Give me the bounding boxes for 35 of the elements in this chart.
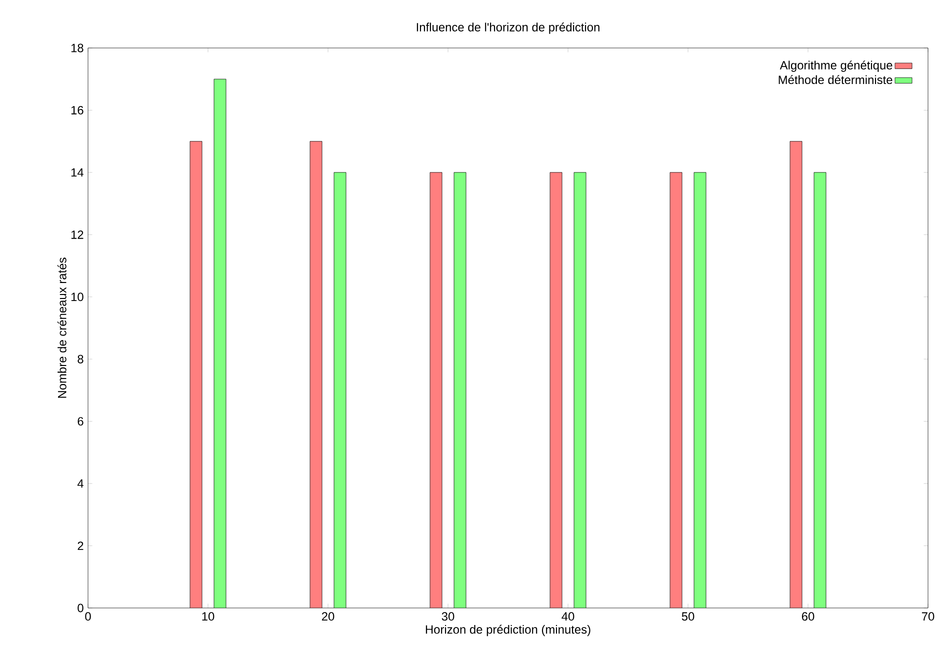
bar (214, 78, 226, 608)
y-tick-label: 8 (78, 354, 84, 364)
y-tick-label: 12 (71, 230, 84, 239)
y-tick-label: 4 (77, 479, 84, 488)
bar (790, 141, 802, 608)
y-tick-label: 0 (78, 604, 84, 612)
x-tick-label: 10 (202, 612, 214, 621)
y-axis-title: Nombre de créneaux ratés (57, 258, 66, 398)
y-tick-label: 2 (78, 542, 84, 550)
x-tick-label: 20 (322, 612, 334, 621)
legend-label: Algorithme génétique (780, 60, 892, 72)
x-axis-title: Horizon de prédiction (minutes) (426, 624, 590, 636)
y-tick-label: 10 (71, 292, 84, 302)
bar (814, 172, 826, 608)
bar (574, 172, 586, 608)
bar (550, 172, 562, 608)
bar (670, 172, 682, 608)
x-tick-label: 60 (802, 612, 814, 621)
x-tick-label: 30 (442, 612, 454, 621)
chart-title: Influence de l'horizon de prédiction (416, 22, 600, 34)
y-tick-label: 18 (71, 44, 84, 52)
x-tick-label: 0 (85, 612, 91, 621)
bar (310, 141, 322, 608)
bar (430, 172, 442, 608)
x-tick-label: 50 (682, 612, 694, 621)
x-tick-label: 70 (922, 612, 934, 621)
y-tick-label: 16 (71, 106, 84, 114)
y-tick-label: 6 (78, 417, 84, 426)
bar (334, 172, 346, 608)
y-tick-label: 14 (71, 168, 84, 177)
legend-label: Méthode déterministe (778, 75, 892, 84)
x-tick-label: 40 (562, 612, 574, 621)
bar (190, 141, 202, 608)
bar (454, 172, 466, 608)
bar (694, 172, 706, 608)
